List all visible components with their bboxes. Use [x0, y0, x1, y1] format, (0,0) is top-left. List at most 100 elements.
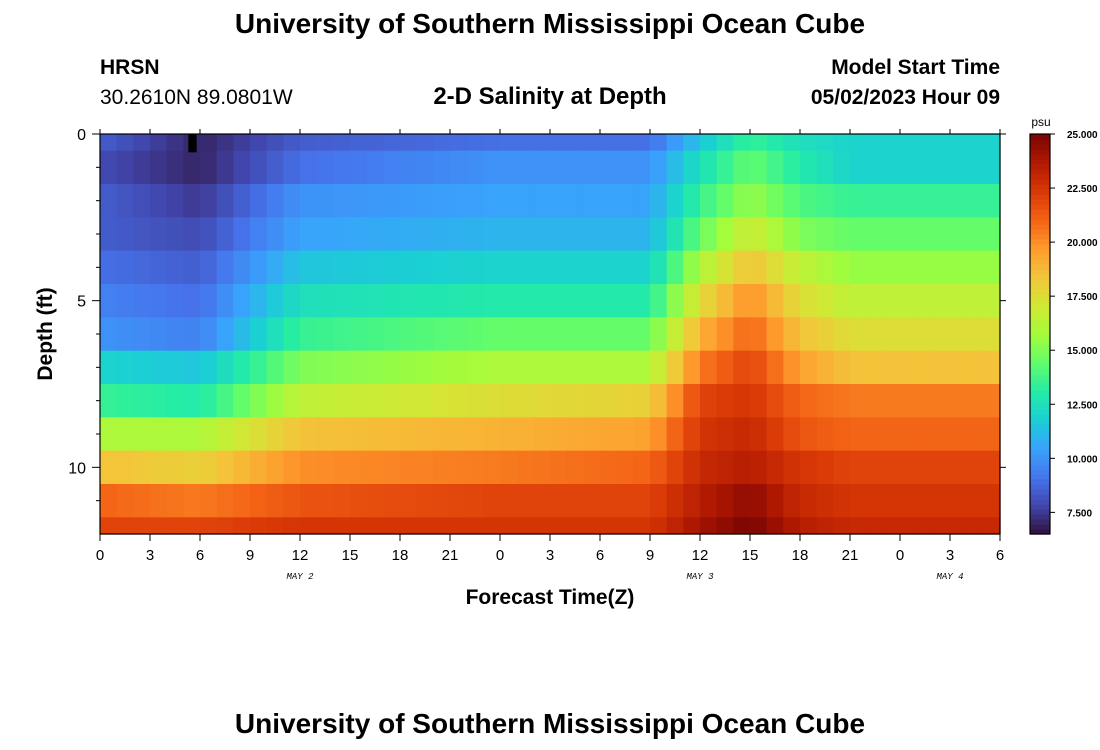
heatmap-cell	[483, 384, 501, 418]
heatmap-cell	[283, 134, 301, 152]
heatmap-cell	[133, 484, 151, 518]
heatmap-cell	[683, 350, 701, 385]
heatmap-cell	[916, 217, 934, 252]
heatmap-cell	[683, 250, 701, 285]
heatmap-cell	[283, 250, 301, 285]
heatmap-cell	[750, 150, 768, 185]
heatmap-cell	[500, 384, 518, 418]
heatmap-cell	[966, 450, 984, 485]
heatmap-cell	[133, 317, 151, 352]
heatmap-cell	[200, 450, 218, 485]
heatmap-cell	[283, 184, 301, 218]
heatmap-cell	[233, 217, 251, 252]
colorbar-segment	[1030, 439, 1050, 445]
heatmap-cell	[166, 350, 184, 385]
colorbar-segment	[1030, 429, 1050, 435]
heatmap-cell	[883, 484, 901, 518]
heatmap-cell	[316, 350, 334, 385]
heatmap-cell	[433, 217, 451, 252]
heatmap-cell	[733, 450, 751, 485]
colorbar-segment	[1030, 479, 1050, 485]
heatmap-cell	[366, 250, 384, 285]
heatmap-cell	[183, 517, 201, 535]
heatmap-cell	[700, 250, 718, 285]
heatmap-cell	[783, 250, 801, 285]
colorbar-segment	[1030, 364, 1050, 370]
heatmap-cell	[800, 134, 818, 152]
heatmap-cell	[550, 450, 568, 485]
heatmap-cell	[700, 150, 718, 185]
heatmap-cell	[766, 284, 784, 318]
heatmap-cell	[750, 134, 768, 152]
heatmap-cell	[333, 317, 351, 352]
heatmap-cell	[316, 150, 334, 185]
heatmap-cell	[200, 517, 218, 535]
heatmap-cell	[483, 250, 501, 285]
heatmap-cell	[783, 517, 801, 535]
heatmap-cell	[400, 217, 418, 252]
heatmap-cell	[866, 484, 884, 518]
heatmap-cell	[133, 384, 151, 418]
colorbar-segment	[1030, 154, 1050, 160]
heatmap-cell	[983, 317, 1001, 352]
heatmap-cell	[766, 150, 784, 185]
heatmap-cell	[183, 350, 201, 385]
x-tick-label: 6	[596, 547, 604, 564]
heatmap-cell	[133, 517, 151, 535]
heatmap-cell	[300, 217, 318, 252]
heatmap-cell	[733, 350, 751, 385]
heatmap-cell	[916, 284, 934, 318]
heatmap-cell	[116, 150, 134, 185]
colorbar-segment	[1030, 174, 1050, 180]
heatmap-cell	[666, 317, 684, 352]
heatmap-cell	[533, 484, 551, 518]
heatmap-cell	[433, 417, 451, 452]
colorbar-segment	[1030, 444, 1050, 450]
heatmap-cell	[150, 484, 168, 518]
heatmap-cell	[900, 350, 918, 385]
heatmap-cell	[183, 250, 201, 285]
heatmap-cell	[533, 384, 551, 418]
heatmap-cell	[583, 150, 601, 185]
heatmap-cell	[150, 217, 168, 252]
heatmap-cell	[733, 384, 751, 418]
colorbar-segment	[1030, 309, 1050, 315]
colorbar-segment	[1030, 454, 1050, 460]
heatmap-cell	[633, 150, 651, 185]
heatmap-cell	[383, 134, 401, 152]
heatmap-cell	[650, 217, 668, 252]
heatmap-cell	[833, 517, 851, 535]
heatmap-cell	[883, 217, 901, 252]
heatmap-cell	[833, 284, 851, 318]
heatmap-cell	[350, 184, 368, 218]
heatmap-cell	[516, 350, 534, 385]
heatmap-cell	[583, 450, 601, 485]
heatmap-cell	[366, 417, 384, 452]
heatmap-cell	[450, 484, 468, 518]
heatmap-cell	[866, 317, 884, 352]
heatmap-cell	[350, 150, 368, 185]
heatmap-cell	[666, 350, 684, 385]
heatmap-cell	[783, 450, 801, 485]
heatmap-cell	[733, 150, 751, 185]
heatmap-cell	[383, 317, 401, 352]
heatmap-cell	[116, 484, 134, 518]
y-tick-label: 10	[68, 460, 86, 477]
heatmap-cell	[933, 450, 951, 485]
heatmap-cell	[250, 450, 268, 485]
colorbar-tick-label: 25.000	[1067, 130, 1098, 141]
heatmap-cell	[866, 134, 884, 152]
heatmap-cell	[733, 317, 751, 352]
heatmap-cell	[850, 150, 868, 185]
heatmap-cell	[300, 184, 318, 218]
heatmap-cell	[650, 517, 668, 535]
heatmap-cell	[550, 150, 568, 185]
heatmap-cell	[983, 417, 1001, 452]
heatmap-cell	[950, 450, 968, 485]
heatmap-cell	[283, 350, 301, 385]
x-tick-label: 15	[742, 547, 759, 564]
heatmap-cell	[266, 417, 284, 452]
heatmap-cell	[700, 484, 718, 518]
heatmap-cell	[350, 417, 368, 452]
heatmap-cell	[233, 417, 251, 452]
